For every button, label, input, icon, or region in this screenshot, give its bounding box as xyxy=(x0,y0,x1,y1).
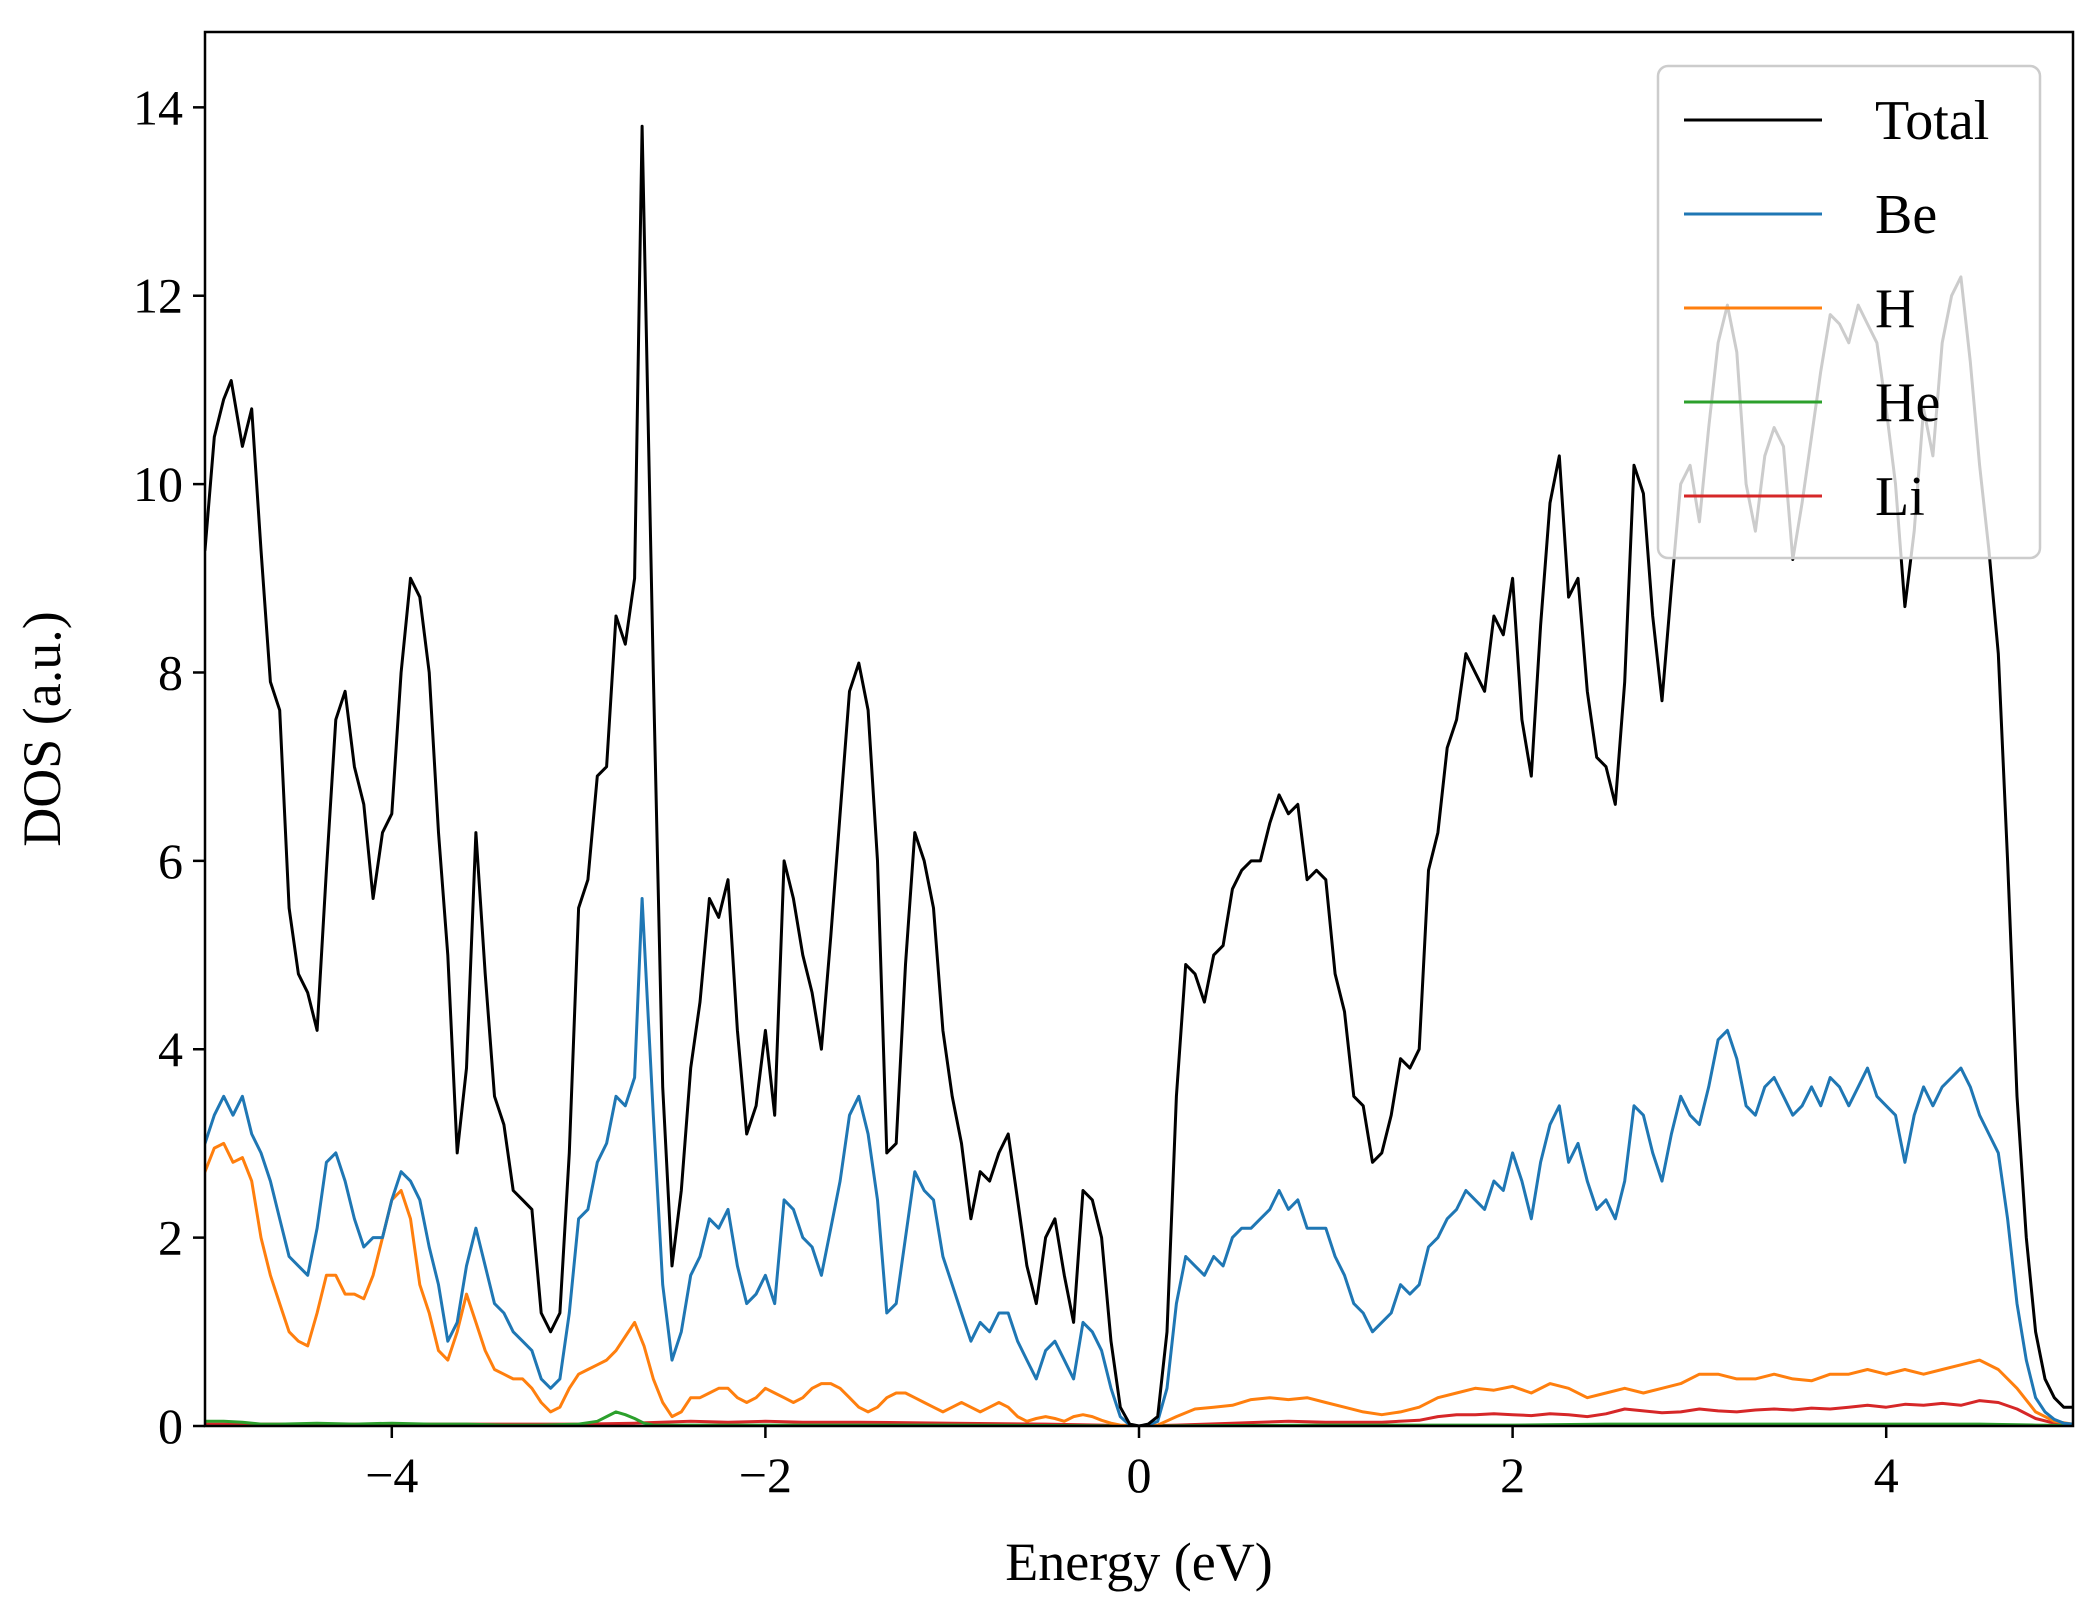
x-tick-label: −4 xyxy=(365,1447,418,1503)
x-tick-label: −2 xyxy=(739,1447,792,1503)
series-line-he xyxy=(205,1410,2073,1426)
legend: Total Be H He Li xyxy=(1656,64,2042,560)
series-layer xyxy=(205,124,2073,1426)
x-axis-label: Energy (eV) xyxy=(1005,1532,1272,1592)
y-tick-label: 8 xyxy=(158,644,183,700)
y-tick-label: 10 xyxy=(133,456,183,512)
legend-box xyxy=(1656,64,2042,560)
series-line-h xyxy=(205,1141,2073,1426)
x-tick-label: 2 xyxy=(1500,1447,1525,1503)
legend-label-he: He xyxy=(1875,372,1940,434)
series-line-li xyxy=(205,1399,2073,1426)
y-tick-label: 14 xyxy=(133,79,183,135)
x-tick-label: 4 xyxy=(1874,1447,1899,1503)
y-tick-label: 0 xyxy=(158,1398,183,1454)
legend-label-h: H xyxy=(1875,278,1915,340)
legend-label-be: Be xyxy=(1875,184,1937,246)
y-axis-label: DOS (a.u.) xyxy=(12,611,72,846)
y-tick-label: 6 xyxy=(158,833,183,889)
legend-label-total: Total xyxy=(1875,90,1989,152)
y-tick-label: 4 xyxy=(158,1021,183,1077)
series-line-be xyxy=(205,897,2073,1426)
y-tick-label: 12 xyxy=(133,268,183,324)
x-axis-ticks: −4 −2 0 2 4 xyxy=(365,1426,1899,1503)
y-tick-label: 2 xyxy=(158,1210,183,1266)
legend-label-li: Li xyxy=(1875,466,1925,528)
x-tick-label: 0 xyxy=(1127,1447,1152,1503)
y-axis-ticks: 0 2 4 6 8 10 12 14 xyxy=(133,79,205,1454)
